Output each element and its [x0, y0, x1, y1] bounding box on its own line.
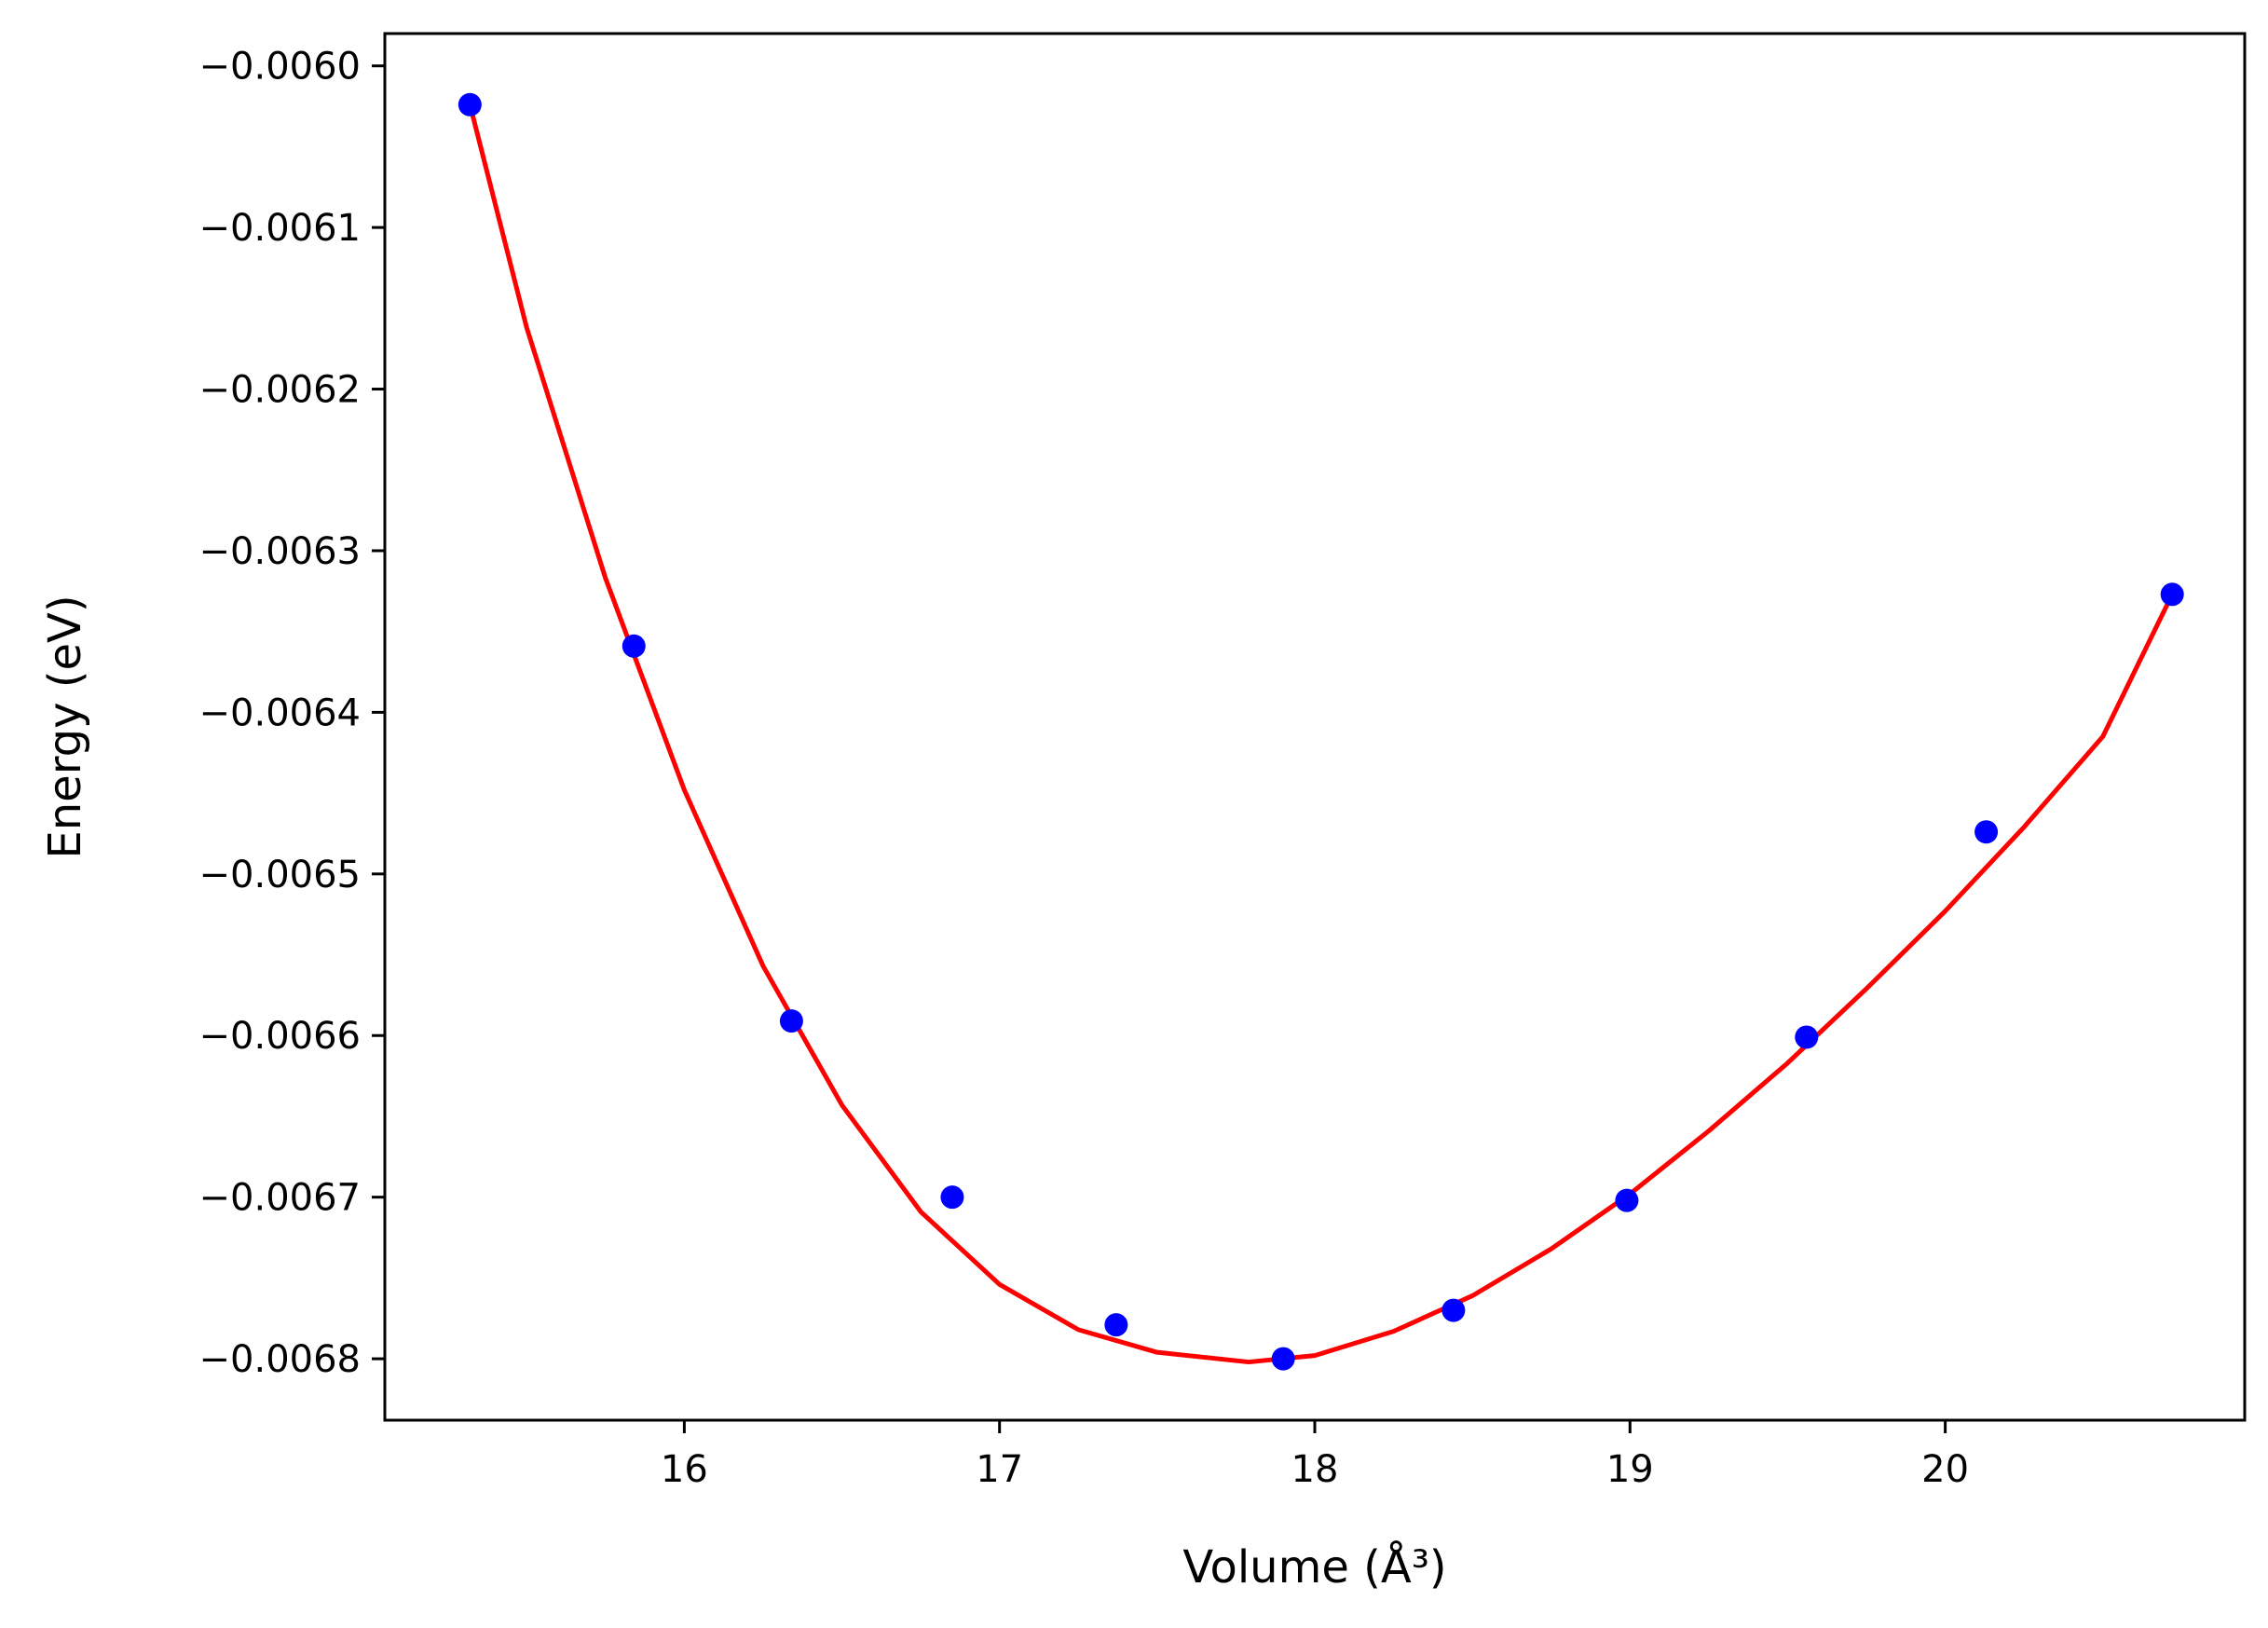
y-tick-label-3: −0.0062 — [199, 369, 361, 412]
y-tick-label-9: −0.0068 — [199, 1338, 361, 1381]
data-point-8 — [1615, 1188, 1639, 1212]
data-point-9 — [1795, 1025, 1819, 1049]
y-axis-ticks: −0.0060 −0.0061 −0.0062 −0.0063 −0.0064 −0.00… — [199, 46, 385, 1381]
y-tick-label-7: −0.0066 — [199, 1015, 361, 1058]
x-tick-label-1: 16 — [661, 1448, 708, 1491]
fit-line-1 — [467, 102, 2175, 1365]
data-point-4 — [940, 1185, 964, 1210]
data-point-11 — [2160, 582, 2184, 607]
data-point-5 — [1104, 1313, 1128, 1337]
x-axis-label: Volume (Å³) — [1182, 1540, 1446, 1594]
x-tick-label-4: 19 — [1606, 1448, 1654, 1491]
y-tick-label-4: −0.0063 — [199, 530, 361, 573]
x-tick-label-5: 20 — [1921, 1448, 1969, 1491]
data-point-7 — [1441, 1298, 1466, 1322]
y-axis-label: Energy (eV) — [39, 595, 91, 858]
data-point-6 — [1271, 1347, 1295, 1371]
data-point-2 — [622, 634, 646, 658]
data-point-1 — [458, 92, 482, 116]
data-point-10 — [1974, 820, 1999, 844]
y-tick-label-8: −0.0067 — [199, 1177, 361, 1220]
y-tick-label-6: −0.0065 — [199, 854, 361, 896]
x-axis-ticks: 16 17 18 19 20 — [661, 1420, 1969, 1491]
plot-content — [458, 92, 2184, 1371]
x-tick-label-2: 17 — [976, 1448, 1023, 1491]
y-tick-label-1: −0.0060 — [199, 46, 361, 89]
plot-area — [385, 34, 2245, 1420]
y-tick-label-2: −0.0061 — [199, 207, 361, 250]
y-tick-label-5: −0.0064 — [199, 691, 361, 734]
x-tick-label-3: 18 — [1291, 1448, 1339, 1491]
data-point-3 — [779, 1009, 803, 1033]
